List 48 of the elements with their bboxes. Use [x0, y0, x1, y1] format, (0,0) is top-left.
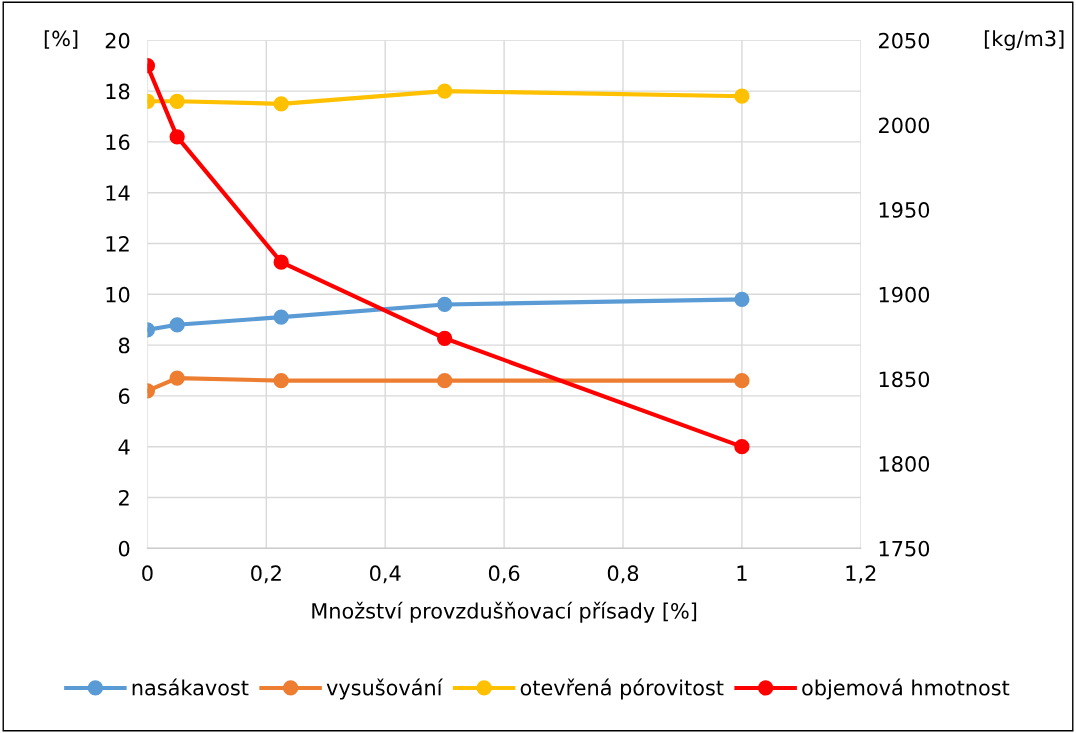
point — [437, 373, 453, 389]
y2-tick-label: 1800 — [879, 456, 930, 472]
point — [169, 370, 185, 386]
y-tick-label: 14 — [106, 185, 130, 201]
point — [437, 83, 453, 99]
point — [273, 309, 289, 325]
y-tick-label: 20 — [105, 32, 130, 49]
point — [169, 93, 185, 109]
y-tick-label: 16 — [106, 134, 130, 151]
point — [437, 296, 453, 313]
y2-tick-label: 1950 — [879, 202, 930, 218]
point — [169, 129, 185, 145]
point — [734, 373, 750, 389]
point — [273, 254, 289, 270]
legend-label: vysušování — [326, 678, 443, 700]
legend-label: otevřená pórovitost — [520, 678, 724, 700]
x-axis-title: Množství provzdušňovací přísady [%] — [312, 601, 697, 623]
point — [734, 291, 750, 308]
point — [169, 317, 185, 333]
x-tick-label: 1,2 — [846, 565, 876, 584]
x-tick-label: 0,6 — [488, 565, 520, 584]
x-tick-label: 0,4 — [370, 565, 401, 584]
y-tick-label: 18 — [106, 83, 130, 100]
x-tick-label: 0 — [142, 565, 153, 582]
y-tick-label: 2 — [119, 489, 129, 506]
x-tick-label: 0,2 — [251, 565, 281, 584]
y2-tick-label: 1900 — [879, 286, 930, 303]
y-tick-label: 10 — [106, 286, 130, 303]
y2-tick-label: 1850 — [879, 371, 930, 388]
y-tick-label: 6 — [118, 388, 130, 405]
x-tick-label: 0,8 — [607, 565, 639, 584]
y2-tick-label: 1750 — [879, 540, 930, 557]
y-axis-title: [%] — [44, 30, 78, 49]
point — [273, 96, 289, 112]
y2-tick-label: 2050 — [878, 32, 930, 49]
y2-axis-title: [kg/m3] — [984, 30, 1064, 51]
y-tick-label: 8 — [118, 337, 130, 354]
legend-label: objemová hmotnost — [802, 678, 1010, 700]
point — [273, 373, 289, 389]
point — [734, 88, 750, 104]
y-tick-label: 0 — [118, 540, 130, 557]
legend-label: nasákavost — [132, 678, 249, 696]
y-tick-label: 4 — [118, 439, 130, 455]
y2-tick-label: 2000 — [878, 117, 930, 134]
x-tick-label: 1 — [737, 565, 747, 581]
y-tick-label: 12 — [106, 235, 129, 252]
point — [437, 330, 453, 346]
point — [734, 439, 750, 455]
